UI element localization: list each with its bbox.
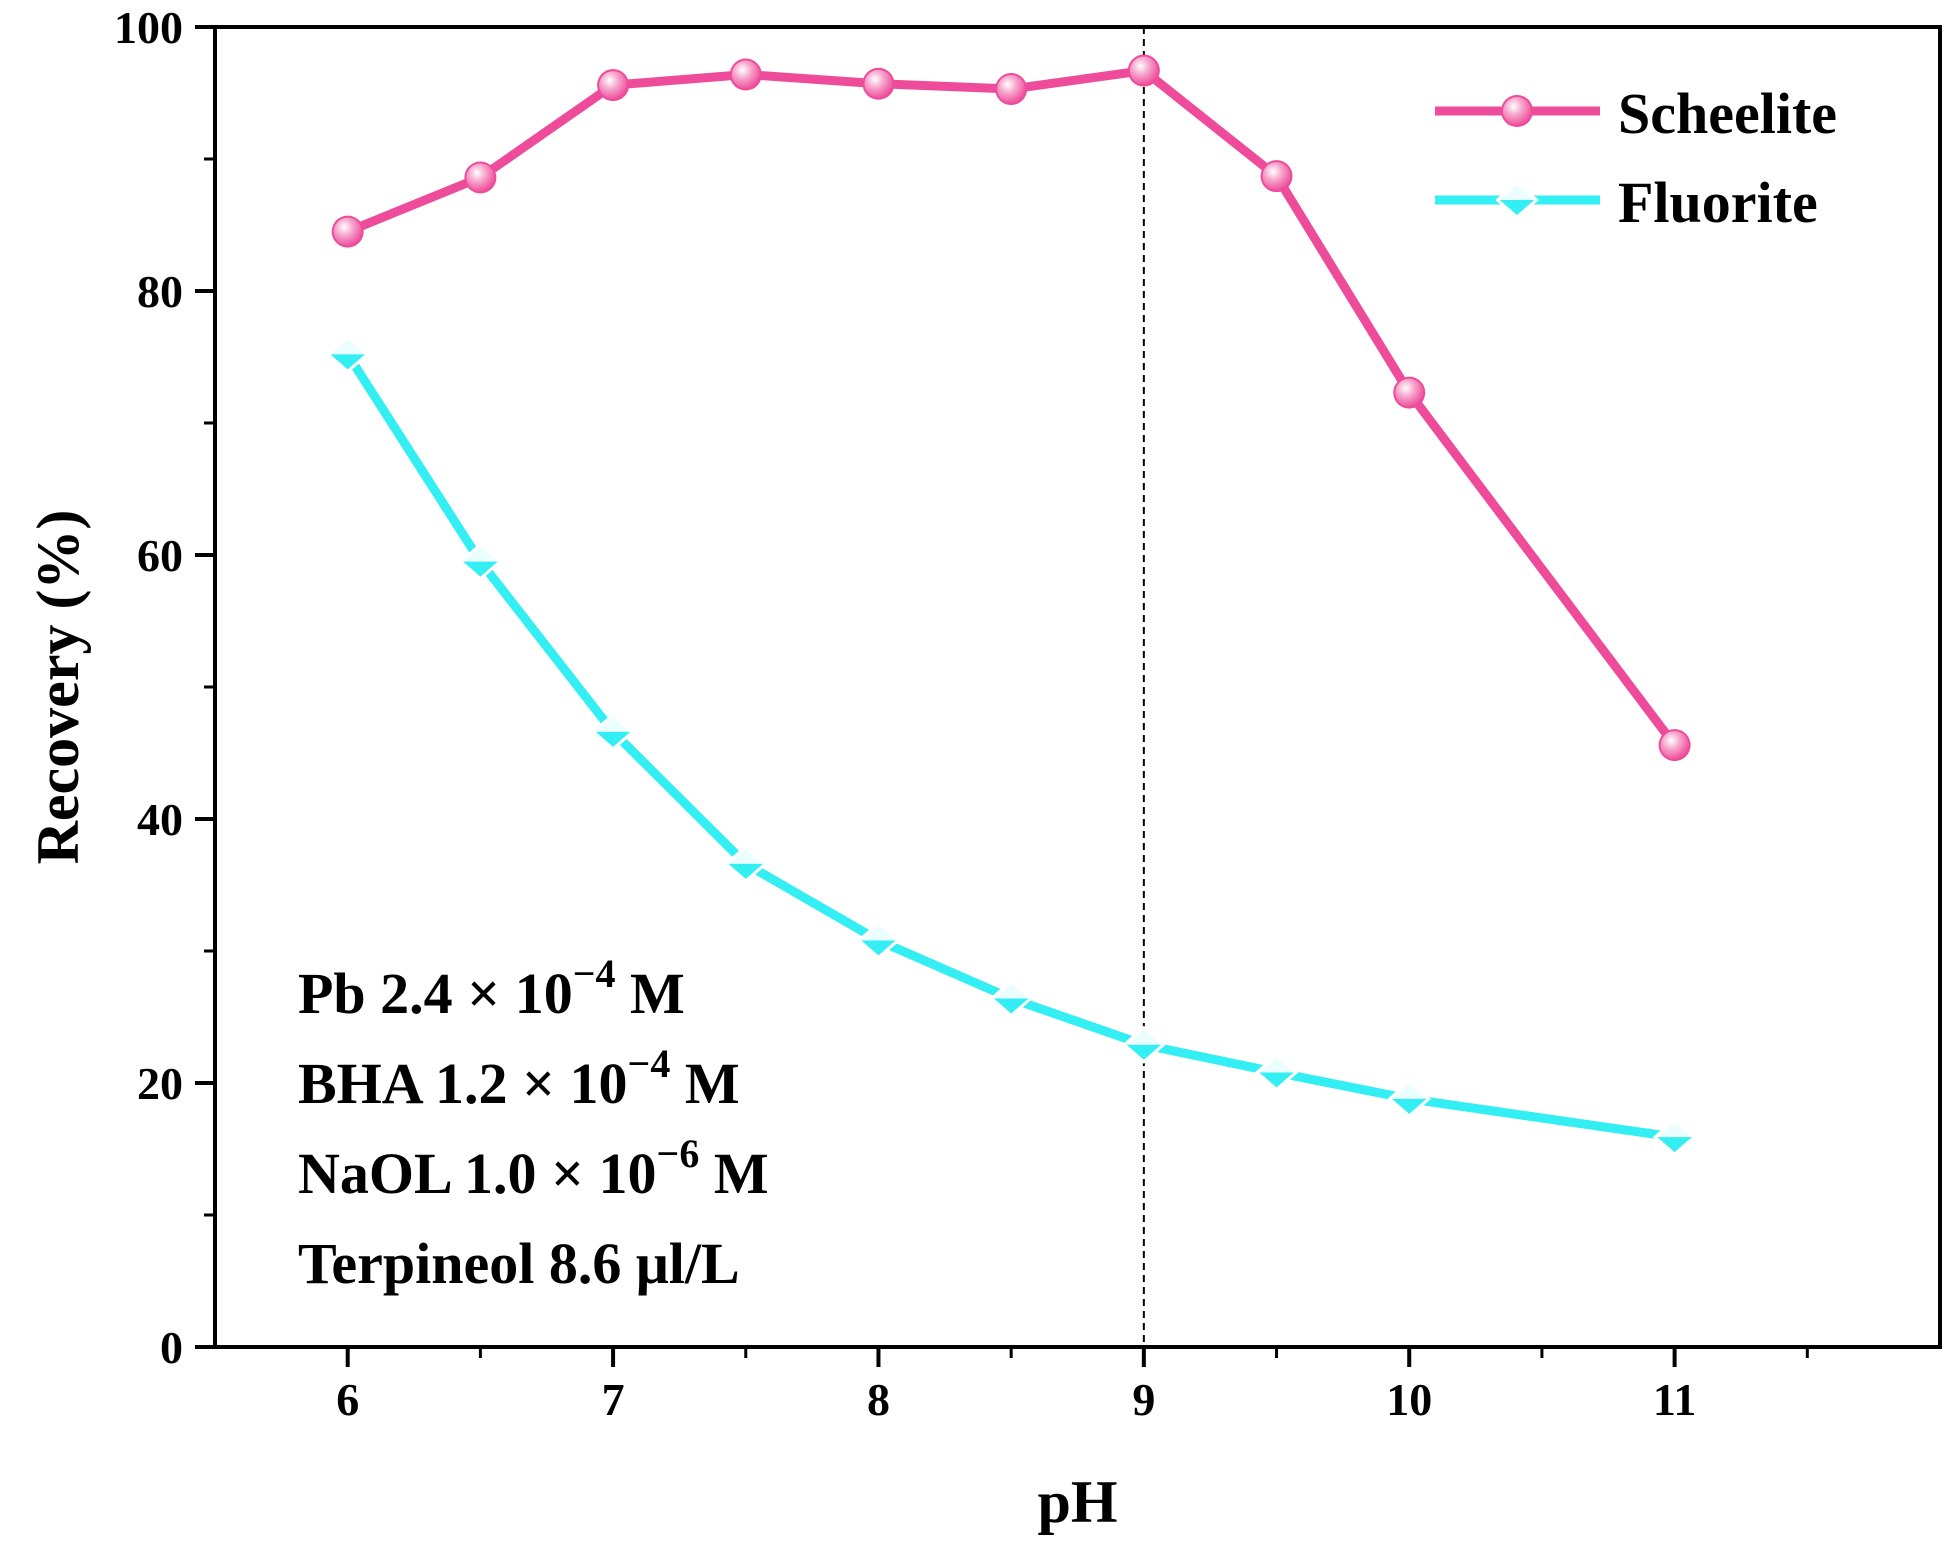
marker-diamond-top	[858, 923, 899, 941]
marker-circle-shade	[466, 163, 495, 192]
marker-diamond-top	[991, 981, 1031, 999]
marker-diamond-top	[460, 544, 500, 562]
marker-circle-shade	[1395, 378, 1424, 407]
axes-layer	[195, 25, 1942, 1367]
marker-circle-shade	[1129, 56, 1158, 85]
marker-diamond-top	[1256, 1055, 1297, 1073]
series-lines-layer	[343, 66, 1680, 1142]
annotation-text: BHA 1.2 × 10	[298, 1051, 628, 1116]
series-markers-layer	[325, 54, 1697, 1157]
scheelite-point-6	[1127, 54, 1160, 87]
annotation-line: Pb 2.4 × 10−4 M	[298, 951, 685, 1026]
fluorite-point-9	[1652, 1118, 1697, 1157]
marker-circle-shade	[997, 75, 1026, 104]
annotation-text: Pb 2.4 × 10	[298, 961, 573, 1026]
scheelite-point-8	[1393, 376, 1426, 409]
y-tick-label: 20	[137, 1058, 183, 1109]
annotation-text: Terpineol 8.6 μl/L	[298, 1231, 740, 1296]
y-tick-label: 0	[160, 1322, 183, 1373]
series-line-fluorite	[343, 349, 1680, 1142]
y-tick-label: 80	[137, 266, 183, 317]
fluorite-point-7	[1254, 1053, 1299, 1092]
marker-circle-shade	[1262, 162, 1291, 191]
marker-circle-shade	[731, 60, 760, 89]
legend-marker-scheelite	[1501, 95, 1533, 127]
annotation-unit: M	[699, 1141, 768, 1206]
annotation-exponent: −4	[628, 1041, 671, 1086]
x-tick-label: 11	[1653, 1374, 1696, 1425]
marker-diamond-top	[1124, 1027, 1164, 1045]
x-tick-label: 10	[1386, 1374, 1432, 1425]
scheelite-point-3	[729, 58, 762, 91]
marker-circle-shade	[333, 217, 362, 246]
annotation-text: NaOL 1.0 × 10	[298, 1141, 657, 1206]
x-axis-label: pH	[1037, 1469, 1117, 1535]
fluorite-point-2	[591, 712, 635, 751]
annotation-unit: M	[616, 961, 685, 1026]
scheelite-point-2	[597, 69, 630, 102]
legend-marker-fluorite	[1495, 181, 1539, 219]
annotation-exponent: −4	[573, 951, 616, 996]
marker-diamond-top	[1655, 1120, 1695, 1138]
scheelite-point-9	[1658, 729, 1691, 762]
marker-circle-shade	[599, 71, 628, 100]
scheelite-point-0	[331, 215, 364, 248]
text-layer: 6 7 8 9 10 11 0 20 40 60 80 100 pH Recovery (%) Pb 2.4…	[25, 2, 1696, 1535]
marker-circle-shade	[1503, 97, 1531, 125]
annotation-line: BHA 1.2 × 10−4 M	[298, 1041, 740, 1116]
fluorite-point-6	[1122, 1025, 1166, 1064]
marker-diamond-top	[328, 337, 368, 355]
marker-diamond-top	[726, 846, 766, 864]
fluorite-point-0	[325, 335, 370, 374]
scheelite-point-5	[995, 73, 1028, 106]
y-tick-label: 60	[137, 530, 183, 581]
fluorite-point-8	[1387, 1079, 1432, 1118]
x-tick-label: 8	[867, 1374, 890, 1425]
fluorite-point-4	[856, 921, 901, 960]
fluorite-point-3	[723, 844, 768, 883]
scheelite-point-7	[1260, 160, 1293, 193]
x-tick-label: 6	[336, 1374, 359, 1425]
legend-label-scheelite: Scheelite	[1618, 81, 1837, 146]
series-line-scheelite	[343, 66, 1680, 750]
scheelite-point-1	[464, 161, 497, 194]
annotation-line: NaOL 1.0 × 10−6 M	[298, 1131, 769, 1206]
fluorite-point-5	[989, 979, 1033, 1018]
legend-label-fluorite: Fluorite	[1618, 170, 1818, 235]
x-tick-label: 7	[602, 1374, 625, 1425]
marker-diamond-top	[1497, 183, 1537, 200]
x-tick-label: 9	[1132, 1374, 1155, 1425]
annotation-unit: M	[670, 1051, 739, 1116]
marker-diamond-top	[1389, 1081, 1429, 1099]
y-tick-label: 100	[114, 2, 183, 53]
annotation-line: Terpineol 8.6 μl/L	[298, 1231, 740, 1296]
marker-diamond-top	[593, 714, 633, 732]
y-tick-label: 40	[137, 794, 183, 845]
legend: Scheelite Fluorite	[1435, 81, 1837, 235]
fluorite-point-1	[458, 542, 503, 581]
marker-circle-shade	[864, 69, 893, 98]
y-axis-label: Recovery (%)	[25, 510, 91, 865]
annotation-exponent: −6	[657, 1131, 700, 1176]
marker-circle-shade	[1660, 731, 1689, 760]
scheelite-point-4	[862, 67, 895, 100]
